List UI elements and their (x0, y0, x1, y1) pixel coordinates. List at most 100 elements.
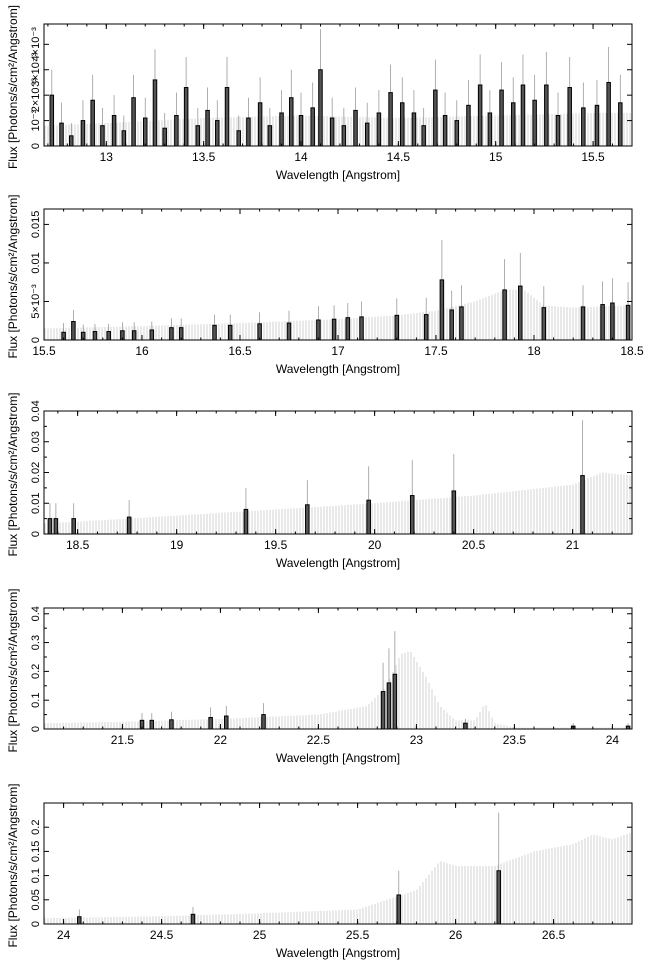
data-bar (149, 719, 155, 730)
model-layer (44, 472, 631, 534)
x-axis-label: Wavelength [Angstrom] (276, 946, 400, 960)
data-layer (61, 239, 631, 341)
data-bar (449, 309, 454, 341)
data-bar (345, 317, 351, 341)
y-tick-label: 0.01 (30, 252, 42, 273)
data-bar (442, 115, 448, 147)
plot-frame (43, 607, 633, 730)
data-bar (510, 102, 516, 147)
y-tick-label: 0.2 (30, 664, 42, 679)
data-bar (169, 327, 174, 341)
axes: 15.5 16 16.5 17 17.5 18 18.5 0 5×10⁻³ 0.01 0.015 (30, 209, 644, 358)
data-bar (261, 714, 266, 730)
plot-frame (43, 23, 633, 147)
x-tick-label: 19 (170, 538, 184, 552)
data-layer (77, 812, 501, 925)
x-tick-label: 16 (135, 344, 149, 358)
data-bar (555, 115, 561, 147)
data-bar (100, 125, 105, 147)
data-bar (289, 97, 294, 147)
x-tick-label: 26.5 (542, 928, 566, 942)
data-bar (92, 331, 98, 341)
x-tick-label: 17 (331, 344, 345, 358)
data-bar (451, 490, 457, 535)
data-bar (331, 318, 337, 341)
data-bar (131, 330, 137, 341)
y-tick-label: 0 (30, 531, 42, 537)
data-bar (421, 125, 426, 147)
y-tick-label: 0.15 (30, 841, 42, 862)
panel-2: 15.5 16 16.5 17 17.5 18 18.5 0 5×10⁻³ 0.01 0.015 W… (6, 194, 644, 376)
data-bar (423, 314, 429, 341)
x-tick-label: 24.5 (150, 928, 174, 942)
data-bar (152, 79, 158, 147)
data-bar (532, 99, 537, 147)
data-bar (243, 508, 249, 535)
data-bar (236, 130, 241, 147)
data-bar (53, 518, 59, 535)
y-tick-label: 0.01 (30, 493, 42, 514)
x-tick-label: 23 (410, 733, 424, 747)
data-bar (411, 112, 417, 147)
data-bar (106, 331, 111, 341)
x-tick-label: 17.5 (424, 344, 448, 358)
data-bar (594, 104, 600, 147)
y-tick-label: 0.015 (30, 211, 42, 239)
data-bar (47, 518, 53, 535)
x-tick-label: 20 (368, 538, 382, 552)
x-tick-label: 13.5 (192, 150, 216, 164)
data-bar (71, 518, 76, 535)
y-tick-label: 0.05 (30, 889, 42, 910)
y-axis-label: Flux [Photons/s/cm²/Angstrom] (6, 194, 20, 358)
data-bar (610, 302, 615, 341)
data-bar (195, 125, 201, 147)
data-bar (142, 117, 148, 147)
data-bar (279, 112, 284, 147)
model-layer (44, 832, 631, 924)
data-bar (502, 289, 507, 341)
axes: 13 13.5 14 14.5 15 15.5 0 10⁻³2×10⁻³3×10⁻³4×10⁻… (30, 24, 633, 164)
y-axis-label: Flux [Photons/s/cm²/Angstrom] (6, 783, 20, 947)
data-bar (111, 115, 117, 147)
data-bar (409, 495, 415, 535)
data-bar (580, 306, 586, 341)
panel-5: 24 24.5 25 25.5 26 26.5 0 0.05 0.1 0.15 0.2 Wavele… (6, 783, 633, 960)
x-tick-label: 21.5 (111, 733, 135, 747)
data-bar (126, 516, 132, 535)
data-bar (329, 117, 335, 147)
data-bar (392, 673, 398, 730)
data-bar (618, 102, 623, 147)
panel-1: 13 13.5 14 14.5 15 15.5 0 10⁻³2×10⁻³3×10⁻³4×10⁻… (6, 5, 633, 182)
data-bar (341, 125, 347, 147)
x-tick-label: 15.5 (32, 344, 56, 358)
y-tick-label: 0.04 (30, 400, 42, 421)
data-bar (364, 122, 370, 147)
data-bar (77, 916, 82, 925)
data-bar (224, 87, 230, 147)
data-bar (69, 135, 74, 147)
y-tick-label: 0 (30, 337, 42, 343)
data-bar (205, 109, 210, 147)
y-tick-label: 0.1 (30, 693, 42, 708)
y-tick-label: 0.4 (30, 606, 42, 621)
y-axis-label: Flux [Photons/s/cm²/Angstrom] (6, 5, 20, 169)
data-bar (212, 324, 217, 341)
data-bar (581, 107, 586, 147)
data-bar (190, 913, 196, 925)
y-tick-label: 10⁻³ (30, 109, 42, 131)
data-bar (580, 475, 585, 535)
y-tick-label: 0 (30, 726, 42, 732)
data-bar (257, 102, 263, 147)
y-tick-label: 0.1 (30, 868, 42, 883)
data-bar (499, 89, 504, 147)
data-bar (399, 102, 405, 147)
y-tick-label: 0 (30, 921, 42, 927)
data-bar (353, 109, 358, 147)
x-tick-label: 24 (606, 733, 620, 747)
data-bar (454, 120, 460, 147)
model-layer (44, 651, 631, 729)
data-bar (208, 716, 213, 730)
data-bar (215, 120, 220, 147)
x-tick-label: 21 (566, 538, 580, 552)
y-tick-label: 4×10⁻³ (30, 27, 42, 62)
